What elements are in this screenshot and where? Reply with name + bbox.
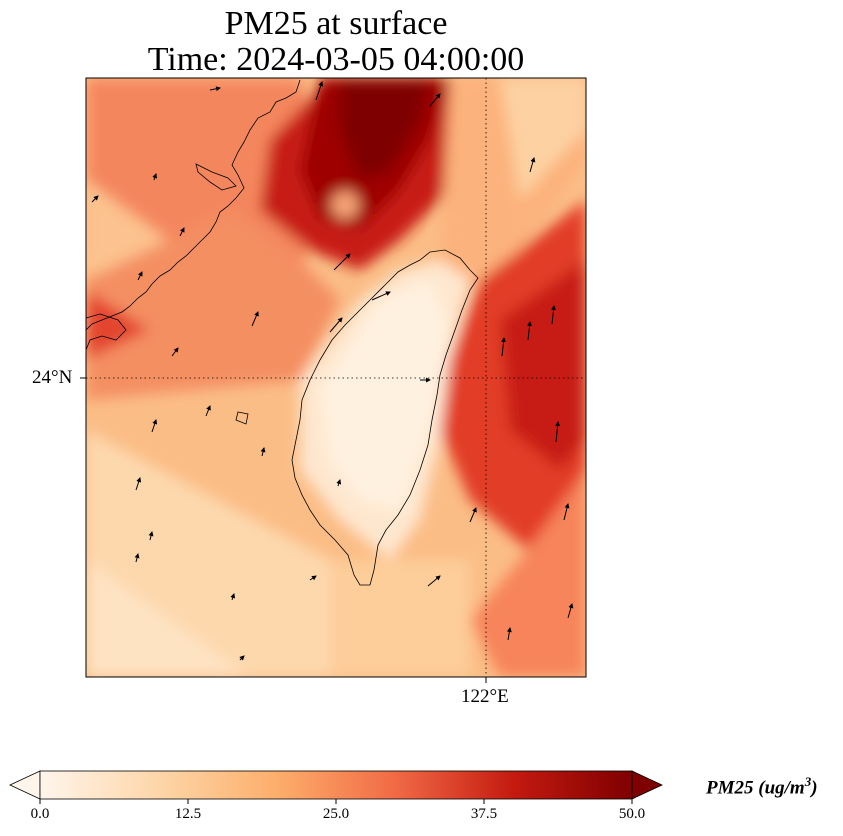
colorbar-label: PM25 (ug/m3): [706, 774, 818, 799]
colorbar-tick-3: 37.5: [470, 806, 498, 822]
colorbar-tick-4: 50.0: [618, 806, 646, 822]
colorbar-tick-2: 25.0: [322, 806, 350, 822]
lon-tick-label: 122°E: [461, 686, 509, 707]
colorbar-extend-low: [9, 770, 41, 800]
colorbar-label-exp: 3: [804, 774, 812, 789]
wind-vectors: [91, 81, 574, 661]
colorbar-tick-0: 0.0: [30, 806, 50, 822]
colorbar-tick-1: 12.5: [174, 806, 202, 822]
pm25-map: [80, 77, 587, 683]
colorbar-label-main: PM25 (ug/m: [706, 777, 805, 799]
colorbar-gradient: [39, 770, 633, 800]
taiwan-coastline: [291, 249, 479, 586]
china-coastline: [85, 79, 301, 331]
pm25-field: [86, 78, 586, 677]
map-time-subtitle: Time: 2024-03-05 04:00:00: [147, 41, 525, 78]
colorbar-label-close: ): [811, 777, 818, 799]
lat-tick-label: 24°N: [32, 367, 73, 388]
map-title: PM25 at surface: [224, 5, 448, 42]
colorbar-extend-high: [631, 770, 663, 800]
